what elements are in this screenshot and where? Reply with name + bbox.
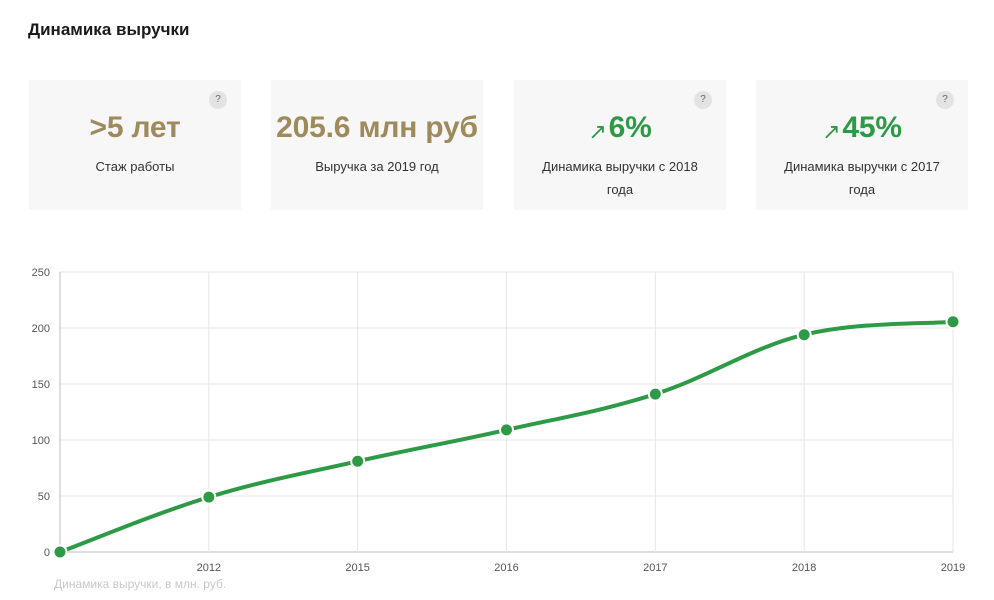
trend-up-arrow-icon: ↗: [822, 119, 841, 144]
help-icon[interactable]: ?: [209, 91, 227, 109]
x-tick-label: 2019: [941, 562, 965, 574]
help-icon[interactable]: ?: [694, 91, 712, 109]
data-point: [499, 422, 514, 438]
data-point: [201, 489, 217, 505]
card-caption: Стаж работы: [95, 159, 175, 174]
card-value: ↗6%: [514, 111, 726, 145]
chart-caption: Динамика выручки, в млн. руб.: [54, 577, 227, 591]
card-revenue-2019: 205.6 млн руб Выручка за 2019 год: [271, 80, 483, 210]
data-point: [350, 453, 366, 469]
card-growth-2017: ? ↗45% Динамика выручки с 2017 года: [756, 80, 968, 210]
x-tick-label: 2015: [345, 562, 369, 574]
card-experience: ? >5 лет Стаж работы: [29, 80, 241, 210]
data-point: [945, 314, 961, 330]
x-tick-label: 2012: [197, 562, 221, 574]
card-value: >5 лет: [29, 111, 241, 145]
help-icon[interactable]: ?: [936, 91, 954, 109]
data-point: [647, 386, 663, 402]
y-tick-label: 200: [32, 323, 50, 335]
revenue-chart-svg: 0 50 100 150 200 250 2012 2015 2016 2017 2018 2019: [32, 267, 966, 574]
page-title: Динамика выручки: [28, 20, 190, 39]
card-caption: Выручка за 2019 год: [315, 159, 439, 174]
y-tick-label: 150: [32, 379, 50, 391]
card-value: ↗45%: [756, 111, 968, 145]
y-tick-label: 250: [32, 267, 50, 279]
trend-up-arrow-icon: ↗: [588, 119, 607, 144]
card-caption: Динамика выручки с 2018 года: [542, 159, 698, 197]
card-caption: Динамика выручки с 2017 года: [784, 159, 940, 197]
x-tick-label: 2018: [792, 562, 816, 574]
revenue-chart: 0 50 100 150 200 250 2012 2015 2016 2017 2018 2019: [0, 255, 994, 595]
card-value-text: 6%: [608, 111, 652, 144]
card-value: 205.6 млн руб: [271, 111, 483, 145]
card-value-text: 205.6 млн руб: [276, 111, 478, 144]
card-value-text: 45%: [842, 111, 902, 144]
card-growth-2018: ? ↗6% Динамика выручки с 2018 года: [514, 80, 726, 210]
x-tick-label: 2016: [494, 562, 518, 574]
x-tick-label: 2017: [643, 562, 667, 574]
data-point: [796, 327, 812, 343]
card-value-text: >5 лет: [89, 111, 181, 144]
data-point: [52, 544, 68, 560]
y-tick-label: 0: [44, 547, 50, 559]
y-tick-label: 50: [38, 491, 50, 503]
y-tick-label: 100: [32, 435, 50, 447]
